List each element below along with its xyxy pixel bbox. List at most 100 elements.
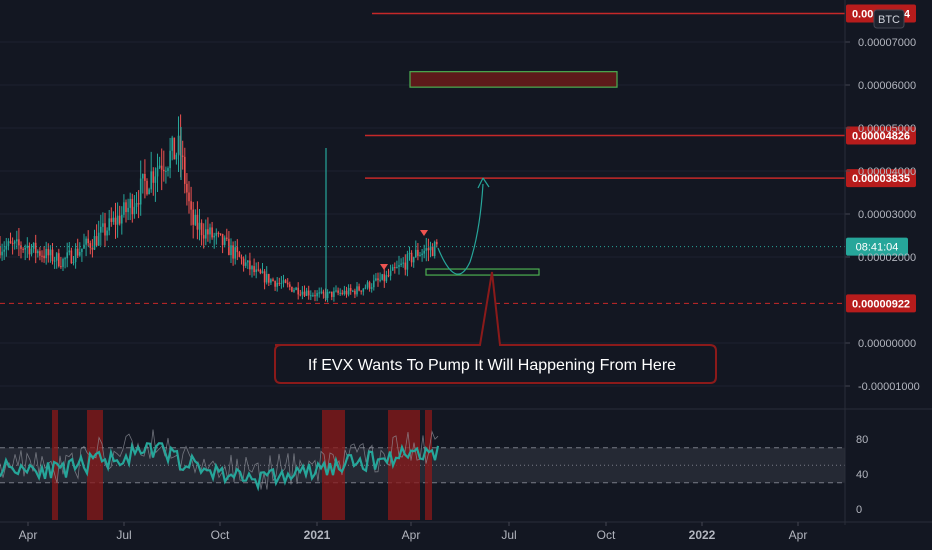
candle-body: [402, 262, 404, 264]
candle-body: [39, 251, 41, 256]
candle-body: [408, 252, 411, 255]
candle-body: [234, 247, 236, 259]
candle-body: [389, 270, 392, 276]
candle-body: [312, 295, 314, 297]
candle-body: [242, 258, 245, 266]
candle-body: [375, 278, 377, 281]
candle-body: [320, 291, 323, 293]
candle-body: [339, 292, 341, 294]
candle-body: [18, 239, 20, 246]
candle-body: [11, 243, 14, 245]
candle-body: [322, 291, 325, 294]
candle-body: [247, 260, 249, 263]
candle-body: [154, 176, 157, 183]
candle-body: [429, 246, 432, 251]
candle-body: [360, 290, 362, 292]
candle-body: [335, 290, 337, 292]
candle-body: [55, 253, 58, 261]
level-price-tag: [846, 294, 916, 313]
candle-body: [251, 266, 253, 270]
candle-body: [280, 282, 283, 284]
rsi-highlight: [87, 410, 103, 520]
annotation-callout[interactable]: If EVX Wants To Pump It Will Happening F…: [274, 271, 717, 384]
candle-body: [85, 238, 87, 245]
candle-body: [26, 245, 29, 248]
currency-badge[interactable]: BTC: [873, 9, 905, 29]
candle-body: [421, 253, 423, 256]
time-axis[interactable]: Apr Jul Oct 2021 Apr Jul Oct 2022 Apr: [0, 521, 932, 542]
candles: [0, 114, 845, 303]
level-price-tag: [846, 169, 916, 188]
candle-body: [381, 274, 383, 280]
candle-body: [131, 198, 134, 215]
level-price-label: 0.00003835: [852, 173, 910, 185]
price-tick-label: 0.00004000: [858, 166, 916, 178]
candle-body: [328, 291, 331, 293]
candle-body: [106, 230, 108, 236]
candle-body: [331, 291, 333, 297]
candle-body: [129, 198, 131, 208]
candle-body: [274, 281, 276, 287]
candle-body: [24, 247, 26, 250]
candle-body: [165, 170, 167, 172]
candle-body: [352, 290, 354, 292]
projection-arrow[interactable]: [437, 177, 490, 275]
candle-body: [427, 248, 430, 251]
candle-body: [144, 173, 146, 181]
price-axis[interactable]: 0.00007000 0.00006000 0.00005000 0.00004000…: [844, 0, 920, 525]
candle-body: [156, 167, 159, 177]
candle-body: [9, 241, 12, 244]
zones[interactable]: [409, 71, 618, 276]
candle-body: [192, 209, 194, 225]
candle-body: [423, 250, 425, 254]
candle-body: [354, 290, 356, 295]
annotation-text: If EVX Wants To Pump It Will Happening F…: [308, 357, 676, 374]
candle-body: [373, 280, 375, 288]
candle-body: [213, 235, 215, 238]
candle-body: [95, 236, 98, 246]
candle-body: [358, 286, 360, 291]
candle-body: [133, 206, 136, 215]
candle-body: [137, 203, 140, 205]
candle-body: [310, 295, 312, 297]
candle-body: [102, 223, 104, 227]
candle-body: [209, 227, 211, 235]
candle-body: [127, 207, 129, 213]
rsi-line: [0, 441, 440, 492]
candle-body: [318, 292, 320, 294]
candle-body: [194, 214, 197, 225]
candle-body: [253, 266, 255, 273]
candle-body: [1, 251, 3, 256]
candle-body: [276, 282, 278, 287]
rsi-highlight: [322, 410, 345, 520]
candle-body: [364, 287, 367, 289]
candle-body: [97, 232, 100, 246]
candle-body: [265, 274, 268, 283]
candle-body: [114, 217, 117, 225]
candle-body: [410, 252, 413, 263]
entry-zone: [425, 268, 540, 276]
candle-body: [219, 233, 222, 235]
candle-body: [58, 253, 60, 267]
candle-body: [255, 269, 257, 273]
candle-body: [326, 292, 329, 299]
candle-body: [240, 256, 243, 259]
candle-body: [293, 289, 295, 292]
candle-body: [316, 293, 318, 297]
candle-body: [181, 155, 184, 157]
candle-body: [91, 247, 94, 250]
projection-path: [437, 183, 484, 275]
candle-body: [175, 154, 178, 160]
candle-body: [7, 241, 10, 246]
candle-body: [270, 279, 272, 283]
candle-body: [314, 295, 316, 297]
candle-body: [261, 271, 264, 274]
candle-body: [34, 242, 37, 254]
rsi-tick-label: 0: [856, 504, 862, 516]
candle-body: [398, 265, 400, 267]
candle-body: [116, 215, 119, 225]
candle-body: [232, 245, 234, 259]
candle-body: [121, 214, 123, 224]
time-tick-label: 2021: [304, 528, 331, 542]
